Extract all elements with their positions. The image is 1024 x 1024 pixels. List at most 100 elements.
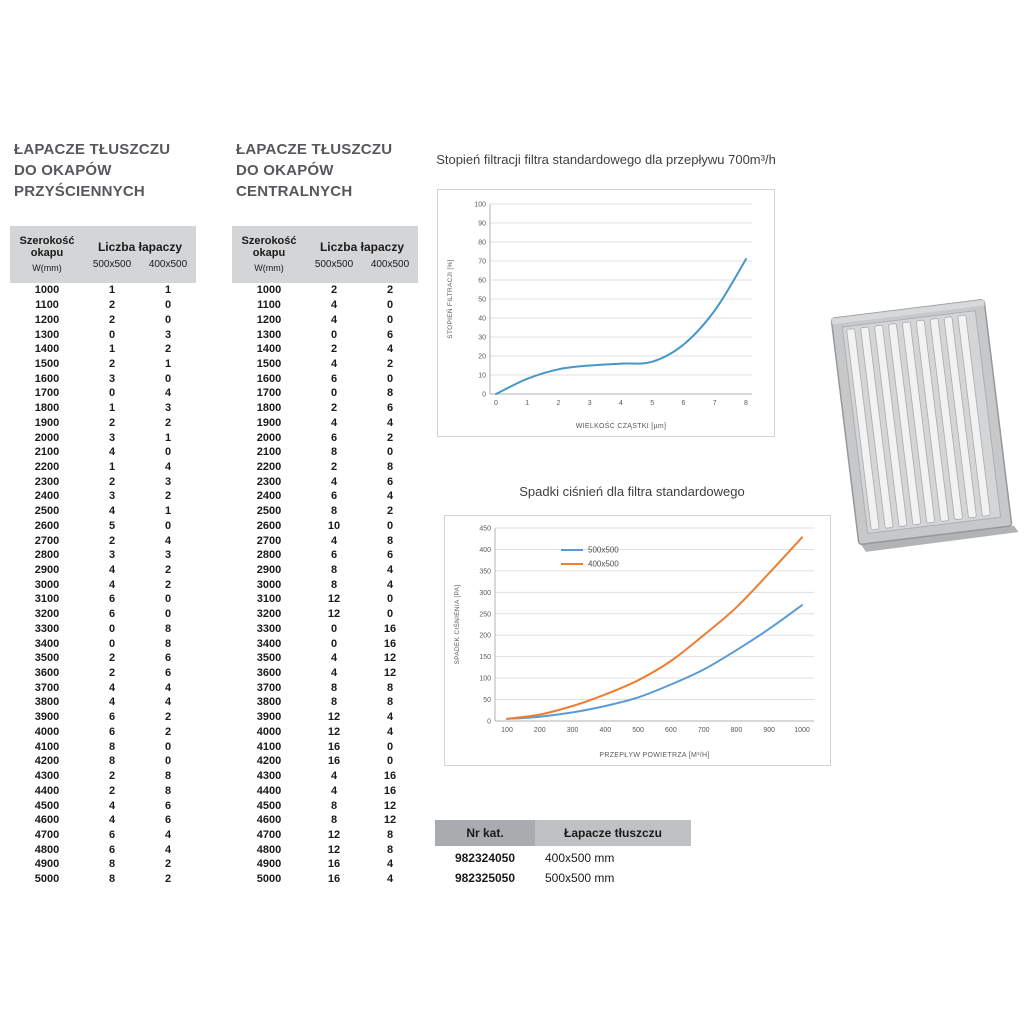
cell-500x500-count: 0 <box>108 622 116 635</box>
table-row: 4900 16 4 <box>232 857 418 872</box>
cell-hood-width: 4800 <box>256 843 282 856</box>
width-column-header: Szerokość okapu W(mm) <box>19 234 75 273</box>
cell-400x500-count: 16 <box>383 784 397 797</box>
svg-text:90: 90 <box>478 221 486 228</box>
table-row: 3700 4 4 <box>10 680 196 695</box>
table-row: 3000 8 4 <box>232 577 418 592</box>
table-row: 3800 8 8 <box>232 695 418 710</box>
cell-500x500-count: 12 <box>327 828 341 841</box>
cell-500x500-count: 4 <box>330 357 338 370</box>
cell-500x500-count: 4 <box>330 534 338 547</box>
table-row: 2600 10 0 <box>232 519 418 534</box>
cell-400x500-count: 1 <box>164 505 172 518</box>
cell-hood-width: 2700 <box>34 534 60 547</box>
cell-500x500-count: 3 <box>108 372 116 385</box>
title-line: DO OKAPÓW <box>14 162 112 179</box>
cell-hood-width: 3000 <box>34 578 60 591</box>
table-row: 3300 0 8 <box>10 622 196 637</box>
cell-500x500-count: 0 <box>108 637 116 650</box>
svg-text:10: 10 <box>478 373 486 380</box>
svg-text:50: 50 <box>478 297 486 304</box>
table-row: 3900 12 4 <box>232 710 418 725</box>
svg-text:30: 30 <box>478 335 486 342</box>
cell-500x500-count: 4 <box>330 313 338 326</box>
table-row: 3800 4 4 <box>10 695 196 710</box>
cell-hood-width: 4100 <box>34 740 60 753</box>
table-row: 3200 6 0 <box>10 607 196 622</box>
cell-hood-width: 5000 <box>34 873 60 886</box>
series-400x500 <box>506 536 803 720</box>
table-row: 4600 8 12 <box>232 813 418 828</box>
table-row: 1300 0 6 <box>232 327 418 342</box>
cell-hood-width: 2000 <box>256 431 282 444</box>
cell-400x500-count: 6 <box>164 814 172 827</box>
table-row: 4500 8 12 <box>232 798 418 813</box>
svg-text:60: 60 <box>478 278 486 285</box>
cell-500x500-count: 2 <box>330 343 338 356</box>
cell-hood-width: 2600 <box>34 519 60 532</box>
table-row: 3000 4 2 <box>10 577 196 592</box>
y-tick-labels: 0 10 20 30 40 50 60 70 80 90 100 <box>474 202 486 399</box>
svg-text:800: 800 <box>731 727 743 734</box>
cell-400x500-count: 2 <box>164 564 172 577</box>
table-row: 1800 2 6 <box>232 401 418 416</box>
central-hood-table: Szerokość okapu W(mm) Liczba łapaczy 500… <box>232 226 418 886</box>
title-line: ŁAPACZE TŁUSZCZU <box>14 141 171 158</box>
cell-hood-width: 4100 <box>256 740 282 753</box>
cell-400x500-count: 1 <box>164 284 172 297</box>
cell-400x500-count: 8 <box>386 828 394 841</box>
subcol-400x500: 400x500 <box>370 258 410 270</box>
svg-text:400x500: 400x500 <box>588 560 619 569</box>
table-row: 2200 1 4 <box>10 460 196 475</box>
cell-400x500-count: 12 <box>383 799 397 812</box>
cell-500x500-count: 6 <box>108 725 116 738</box>
cell-400x500-count: 0 <box>164 299 172 312</box>
cell-400x500-count: 2 <box>164 578 172 591</box>
cell-hood-width: 4400 <box>34 784 60 797</box>
title-line: CENTRALNYCH <box>236 183 353 200</box>
table-row: 4000 6 2 <box>10 725 196 740</box>
cell-500x500-count: 4 <box>108 446 116 459</box>
cell-500x500-count: 12 <box>327 843 341 856</box>
table-row: 2800 3 3 <box>10 548 196 563</box>
cell-hood-width: 1800 <box>34 402 60 415</box>
cell-hood-width: 3700 <box>34 681 60 694</box>
cell-500x500-count: 16 <box>327 740 341 753</box>
title-line: DO OKAPÓW <box>236 162 334 179</box>
cell-400x500-count: 6 <box>386 402 394 415</box>
cell-500x500-count: 16 <box>327 858 341 871</box>
cell-hood-width: 4800 <box>34 843 60 856</box>
svg-text:300: 300 <box>567 727 579 734</box>
cell-500x500-count: 0 <box>108 387 116 400</box>
cell-400x500-count: 12 <box>383 814 397 827</box>
cell-500x500-count: 2 <box>108 652 116 665</box>
filtration-chart-title: Stopień filtracji filtra standardowego d… <box>436 152 776 167</box>
table-row: 3600 2 6 <box>10 666 196 681</box>
cell-hood-width: 1800 <box>256 402 282 415</box>
cell-500x500-count: 4 <box>108 578 116 591</box>
cell-500x500-count: 12 <box>327 711 341 724</box>
table-row: 1900 2 2 <box>10 415 196 430</box>
svg-text:500: 500 <box>632 727 644 734</box>
table-row: 2400 3 2 <box>10 489 196 504</box>
cell-400x500-count: 2 <box>386 431 394 444</box>
table-row: 2900 4 2 <box>10 563 196 578</box>
svg-text:70: 70 <box>478 259 486 266</box>
y-axis-label: SPADEK CIŚNIENIA [PA] <box>452 585 461 665</box>
cell-500x500-count: 6 <box>330 490 338 503</box>
table-row: 4700 6 4 <box>10 828 196 843</box>
cell-400x500-count: 0 <box>386 446 394 459</box>
cell-hood-width: 4900 <box>34 858 60 871</box>
cell-500x500-count: 0 <box>330 328 338 341</box>
table-header: Szerokość okapu W(mm) Liczba łapaczy 500… <box>232 226 418 283</box>
catalog-header-nr: Nr kat. <box>435 820 535 846</box>
pressure-chart-svg: 0 50 100 150 200 250 300 350 400 450 100 200 300 400 5… <box>452 526 814 759</box>
table-body: 1000 1 1 1100 2 0 1200 2 0 1300 0 3 1400 1 2 1500 2 1 1600… <box>10 283 196 886</box>
table-row: 2300 2 3 <box>10 474 196 489</box>
cell-hood-width: 4000 <box>256 725 282 738</box>
cell-500x500-count: 8 <box>330 564 338 577</box>
cell-hood-width: 3300 <box>34 622 60 635</box>
cell-500x500-count: 2 <box>108 357 116 370</box>
cell-hood-width: 4700 <box>256 828 282 841</box>
